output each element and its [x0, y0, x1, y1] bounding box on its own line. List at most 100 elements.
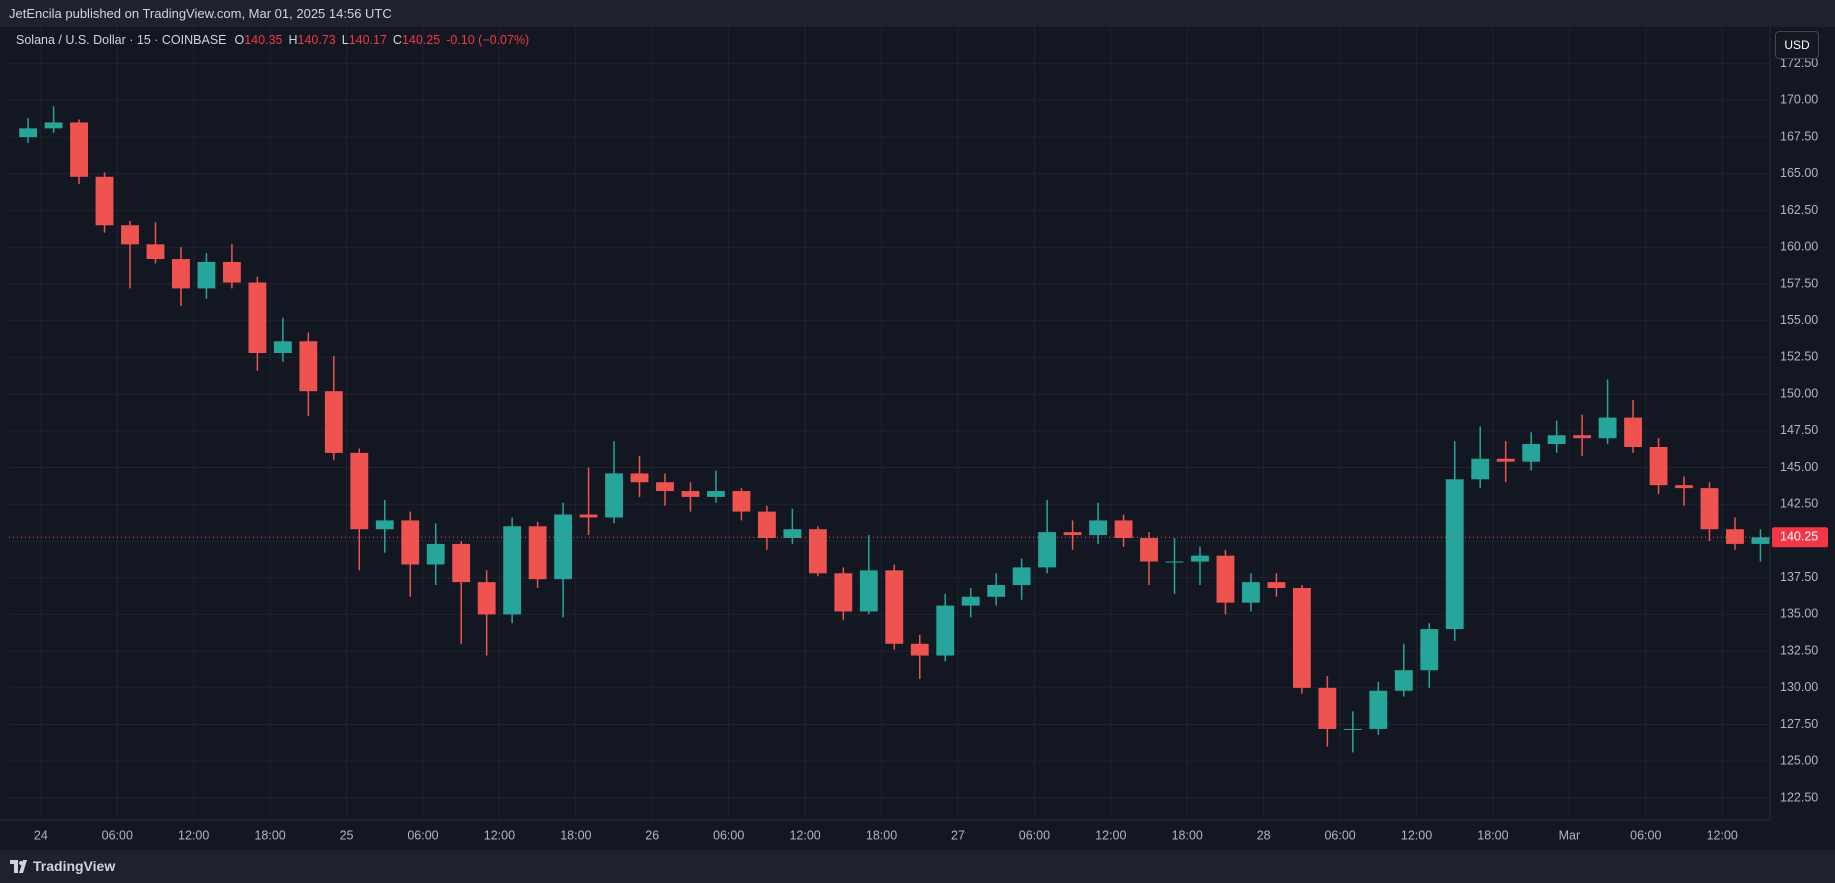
candle-body	[273, 341, 292, 354]
legend-label: C	[392, 33, 402, 47]
x-tick-label: Mar	[1559, 828, 1581, 842]
candle-body	[70, 122, 88, 177]
y-tick-label: 172.50	[1780, 56, 1818, 70]
candle-body	[859, 570, 878, 612]
candle-body	[1624, 417, 1642, 447]
y-tick-label: 130.00	[1780, 680, 1818, 694]
candle-body	[834, 573, 853, 612]
logo	[10, 860, 27, 873]
candle-body	[757, 511, 776, 539]
x-tick-label: 12:00	[789, 828, 820, 842]
x-tick-label: 24	[34, 828, 48, 842]
candle-body	[579, 514, 598, 518]
y-tick-label: 160.00	[1780, 240, 1818, 254]
x-tick-label: 18:00	[254, 828, 285, 842]
brand: TradingView	[33, 858, 116, 874]
symbol: Solana / U.S. Dollar · 15 · COINBASE	[16, 33, 227, 47]
candle-body	[146, 244, 165, 260]
candle-body	[248, 282, 267, 354]
candle-body	[1522, 444, 1541, 462]
candle-body	[324, 391, 343, 453]
candle-body	[732, 491, 751, 512]
candle-body	[222, 261, 241, 283]
x-tick-label: 06:00	[1630, 828, 1661, 842]
candle-body	[1369, 690, 1388, 729]
candle-body	[503, 526, 522, 615]
candle-body	[1496, 458, 1515, 462]
candle-body	[1089, 520, 1107, 536]
y-tick-label: 167.50	[1780, 129, 1818, 143]
candle-body	[1292, 587, 1311, 688]
x-tick-label: 06:00	[1324, 828, 1355, 842]
candle-body	[299, 341, 318, 392]
x-tick-label: 06:00	[407, 828, 438, 842]
last-price-label: 140.25	[1780, 530, 1818, 544]
y-tick-label: 162.50	[1780, 203, 1818, 217]
y-tick-label: 150.00	[1780, 386, 1818, 400]
x-tick-label: 12:00	[1095, 828, 1126, 842]
legend-label: O	[234, 33, 245, 47]
x-tick-label: 18:00	[866, 828, 897, 842]
x-tick-label: 12:00	[178, 828, 209, 842]
legend-value: 140.73	[297, 33, 336, 47]
candle-body	[783, 529, 802, 539]
candle-body	[426, 543, 445, 565]
y-tick-label: 155.00	[1780, 313, 1818, 327]
candle-body	[1726, 529, 1744, 544]
candle-body	[681, 491, 700, 497]
x-tick-label: 06:00	[1019, 828, 1050, 842]
publish-bar: JetEncila published on TradingView.com, …	[0, 0, 1835, 27]
candle-body	[452, 543, 471, 583]
candle-body	[1191, 555, 1209, 562]
candle-body	[1675, 485, 1693, 489]
x-tick-label: 28	[1257, 828, 1271, 842]
candle-body	[477, 582, 496, 615]
candle-body	[401, 520, 420, 565]
candle-body	[350, 452, 369, 530]
candle-body	[1649, 446, 1668, 486]
y-tick-label: 122.50	[1780, 790, 1818, 804]
x-tick-label: 27	[951, 828, 965, 842]
candle-body	[936, 605, 955, 656]
y-tick-label: 127.50	[1780, 717, 1818, 731]
candle-body	[707, 491, 725, 497]
legend-label: L	[341, 33, 349, 47]
candle-body	[885, 570, 904, 644]
candle-body	[19, 128, 38, 138]
price-axis	[1770, 27, 1835, 850]
x-tick-label: 18:00	[1172, 828, 1203, 842]
candle-body	[1445, 479, 1464, 630]
last-price-box	[1772, 527, 1828, 548]
y-tick-label: 137.50	[1780, 570, 1818, 584]
x-tick-label: 26	[645, 828, 659, 842]
x-tick-label: 18:00	[560, 828, 591, 842]
candle-body	[910, 643, 929, 656]
candle-body	[1038, 532, 1057, 568]
x-tick-label: 18:00	[1477, 828, 1508, 842]
y-tick-label: 145.00	[1780, 460, 1818, 474]
y-tick-label: 135.00	[1780, 607, 1818, 621]
candle-body	[605, 473, 623, 518]
candle-body	[1420, 629, 1439, 671]
candle-body	[808, 529, 827, 574]
y-tick-label: 157.50	[1780, 276, 1818, 290]
x-tick-label: 25	[340, 828, 354, 842]
candle-body	[554, 514, 573, 580]
currency-button[interactable]: USD	[1775, 31, 1819, 59]
candle-body	[1165, 561, 1184, 563]
candle-body	[987, 585, 1006, 597]
candle-body	[1318, 687, 1337, 729]
x-tick-label: 12:00	[1707, 828, 1738, 842]
candle-body	[1063, 532, 1082, 536]
x-tick-label: 12:00	[484, 828, 515, 842]
candle-body	[1140, 538, 1158, 562]
y-tick-label: 152.50	[1780, 350, 1818, 364]
candle-body	[1751, 537, 1770, 544]
footer: TradingView	[0, 850, 1835, 883]
y-tick-label: 147.50	[1780, 423, 1818, 437]
candle-body	[1267, 582, 1286, 588]
candle-body	[172, 259, 190, 289]
candle-body	[528, 526, 547, 580]
y-tick-label: 142.50	[1780, 497, 1818, 511]
candle-body	[1598, 417, 1617, 439]
